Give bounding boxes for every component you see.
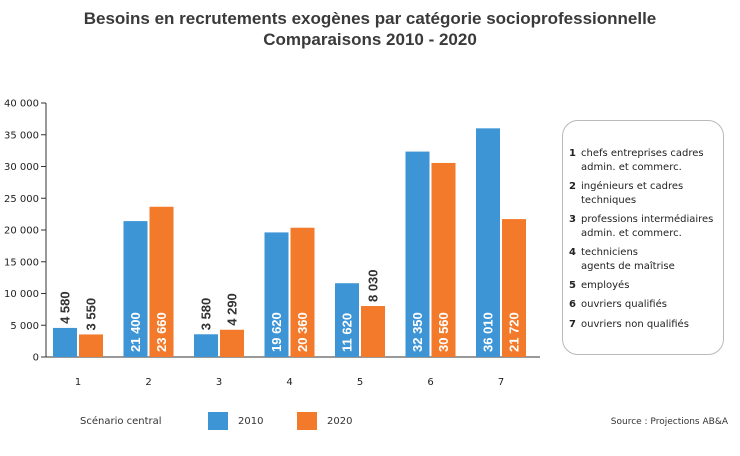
chart-title: Besoins en recrutements exogènes par cat… xyxy=(83,9,657,28)
legend-category-label: ouvriers qualifiés xyxy=(581,299,667,310)
bar-2010-cat-7 xyxy=(476,128,500,357)
chart-subtitle: Comparaisons 2010 - 2020 xyxy=(263,30,477,49)
bar-2020-cat-6 xyxy=(431,162,456,357)
bar-2010-cat-5 xyxy=(335,283,359,357)
y-tick-label: 5 000 xyxy=(10,321,39,332)
data-label: 4 290 xyxy=(225,293,240,326)
legend-category-number: 4 xyxy=(569,247,576,258)
legend-category-5: 5 employés xyxy=(569,279,725,293)
x-tick-label: 3 xyxy=(216,377,222,388)
legend-label-2020: 2020 xyxy=(327,416,353,427)
legend-category-7: 7 ouvriers non qualifiés xyxy=(569,318,725,332)
bar-2020-cat-4 xyxy=(290,227,315,357)
x-tick-label: 2 xyxy=(145,377,151,388)
x-tick-label: 6 xyxy=(427,377,433,388)
legend-label-2010: 2010 xyxy=(238,416,264,427)
y-tick-label: 20 000 xyxy=(4,226,39,237)
legend-category-number: 7 xyxy=(569,319,576,330)
bar-2020-cat-5 xyxy=(361,306,385,357)
legend-category-label: professions intermédiaires admin. et com… xyxy=(581,214,714,239)
legend-category-number: 6 xyxy=(569,299,576,310)
data-label: 11 620 xyxy=(340,313,355,352)
legend-category-number: 5 xyxy=(569,280,576,291)
bar-2010-cat-2 xyxy=(123,221,148,357)
data-label: 8 030 xyxy=(366,269,381,302)
data-label: 36 010 xyxy=(481,312,496,352)
legend-category-label: employés xyxy=(581,280,630,291)
y-tick-label: 35 000 xyxy=(4,130,39,141)
legend-category-1: 1 chefs entreprises cadres admin. et com… xyxy=(569,147,725,175)
x-tick-label: 4 xyxy=(286,377,292,388)
data-label: 20 360 xyxy=(295,312,310,352)
bar-2010-cat-6 xyxy=(405,151,430,357)
legend-category-4: 4 techniciens agents de maîtrise xyxy=(569,246,725,274)
legend-category-6: 6 ouvriers qualifiés xyxy=(569,298,725,312)
legend-category-label: techniciens agents de maîtrise xyxy=(581,247,675,272)
chart-data-labels: 4 580 21 400 3 580 19 620 11 620 32 350 36 010… xyxy=(58,269,522,352)
x-tick-label: 1 xyxy=(75,377,81,388)
y-tick-label: 10 000 xyxy=(4,289,39,300)
data-label: 21 720 xyxy=(507,312,522,352)
scenario-label: Scénario central xyxy=(80,416,162,427)
bar-2020-cat-3 xyxy=(220,329,244,357)
legend-category-3: 3 professions intermédiaires admin. et c… xyxy=(569,213,725,241)
bar-2020-cat-7 xyxy=(502,219,526,357)
chart-bars xyxy=(53,128,526,357)
legend-category-label: chefs entreprises cadres admin. et comme… xyxy=(581,148,704,173)
x-tick-label: 7 xyxy=(498,377,504,388)
data-label: 3 550 xyxy=(84,298,99,331)
data-label: 3 580 xyxy=(199,298,214,331)
legend-category-number: 1 xyxy=(569,148,576,159)
y-tick-label: 40 000 xyxy=(4,99,39,110)
data-label: 23 660 xyxy=(154,312,169,352)
legend-category-2: 2 ingénieurs et cadres techniques xyxy=(569,180,725,208)
y-tick-label: 30 000 xyxy=(4,162,39,173)
bar-2010-cat-3 xyxy=(194,334,218,357)
source-note: Source : Projections AB&A xyxy=(610,417,728,427)
legend-category-number: 2 xyxy=(569,181,576,192)
legend-swatch-2020 xyxy=(297,412,317,430)
legend-swatch-2010 xyxy=(208,412,228,430)
data-label: 32 350 xyxy=(410,312,425,352)
y-tick-label: 15 000 xyxy=(4,257,39,268)
y-tick-label: 0 xyxy=(33,353,39,364)
y-tick-label: 25 000 xyxy=(4,194,39,205)
bar-2020-cat-1 xyxy=(79,334,103,357)
bar-2010-cat-4 xyxy=(264,232,289,357)
legend-category-label: ingénieurs et cadres techniques xyxy=(581,181,684,206)
legend-category-number: 3 xyxy=(569,214,576,225)
data-label: 30 560 xyxy=(436,312,451,352)
legend-category-label: ouvriers non qualifiés xyxy=(581,319,689,330)
x-tick-label: 5 xyxy=(357,377,363,388)
data-label: 21 400 xyxy=(128,312,143,352)
category-legend: 1 chefs entreprises cadres admin. et com… xyxy=(562,120,724,355)
bar-2020-cat-2 xyxy=(149,206,174,357)
data-label: 4 580 xyxy=(58,291,73,324)
data-label: 19 620 xyxy=(269,312,284,352)
bar-2010-cat-1 xyxy=(53,327,77,357)
